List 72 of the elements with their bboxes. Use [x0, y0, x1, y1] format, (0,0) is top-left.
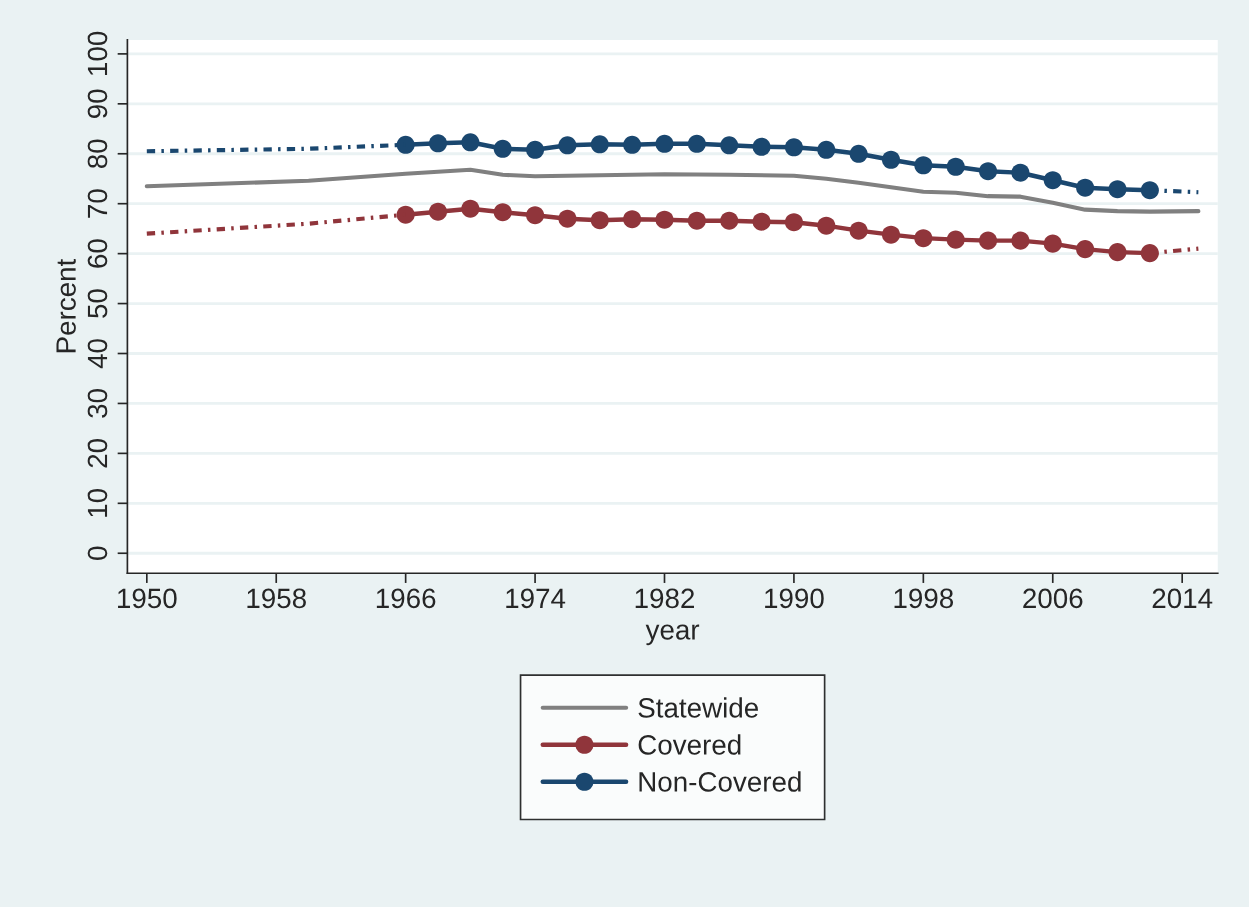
point	[817, 216, 836, 235]
x-tick-label: 1950	[118, 588, 177, 609]
x-tick-label: 1974	[506, 588, 566, 609]
x-tick-label: 1958	[247, 588, 306, 609]
y-tick-label: 70	[87, 189, 108, 218]
point	[526, 140, 545, 159]
x-tick-label: 1982	[635, 588, 694, 609]
y-tick-label: 40	[87, 339, 108, 369]
point	[784, 213, 803, 232]
point	[623, 135, 642, 154]
x-tick-label: 2006	[1023, 588, 1083, 609]
point	[1108, 180, 1127, 199]
point	[946, 157, 965, 176]
line-series	[144, 167, 1201, 214]
y-tick-label: 60	[87, 239, 108, 268]
y-tick-label: 30	[87, 389, 108, 418]
point	[914, 229, 933, 248]
point	[914, 156, 933, 175]
point	[396, 135, 415, 154]
point	[1108, 243, 1127, 262]
y-tick-label: 10	[87, 488, 108, 517]
point	[1011, 231, 1030, 250]
y-axis-title: Percent	[56, 258, 76, 353]
x-tick-label: 1966	[376, 588, 436, 609]
point	[493, 139, 512, 158]
point	[752, 137, 771, 156]
point	[687, 211, 706, 230]
x-axis-title: year	[645, 624, 700, 646]
point	[655, 210, 674, 229]
x-tick-label: 1990	[765, 588, 824, 609]
legend-label: Statewide	[638, 697, 758, 718]
point	[428, 202, 448, 221]
y-tick-label: 80	[87, 139, 108, 168]
point	[946, 230, 965, 249]
point	[558, 209, 577, 228]
point	[1076, 178, 1095, 197]
point	[461, 199, 480, 218]
point	[590, 211, 609, 230]
y-tick-label: 100	[87, 31, 108, 75]
point	[849, 221, 868, 240]
point	[526, 206, 545, 225]
y-tick-label: 90	[87, 89, 108, 118]
point	[590, 135, 609, 154]
y-tick-label: 0	[87, 546, 108, 560]
point	[784, 138, 803, 157]
x-tick-label: 2014	[1152, 588, 1213, 609]
point	[817, 140, 836, 159]
point	[720, 136, 739, 155]
point	[493, 203, 512, 222]
legend-label: Covered	[638, 734, 741, 755]
point	[655, 134, 674, 153]
legend-label: Non-Covered	[639, 771, 801, 792]
point	[1076, 240, 1095, 259]
point	[881, 225, 901, 244]
point	[849, 144, 868, 163]
point	[881, 150, 901, 169]
point	[1043, 171, 1062, 190]
point	[687, 134, 706, 153]
point	[428, 134, 448, 153]
y-tick-label: 20	[87, 439, 108, 468]
point	[979, 231, 998, 250]
point	[1043, 234, 1062, 253]
point	[979, 162, 998, 181]
point	[752, 212, 771, 231]
point	[720, 211, 739, 230]
point	[1011, 163, 1030, 182]
point	[396, 205, 415, 224]
point	[461, 133, 480, 152]
point	[558, 136, 577, 155]
point	[623, 210, 642, 229]
x-tick-label: 1998	[894, 588, 954, 609]
y-tick-label: 50	[87, 289, 108, 318]
